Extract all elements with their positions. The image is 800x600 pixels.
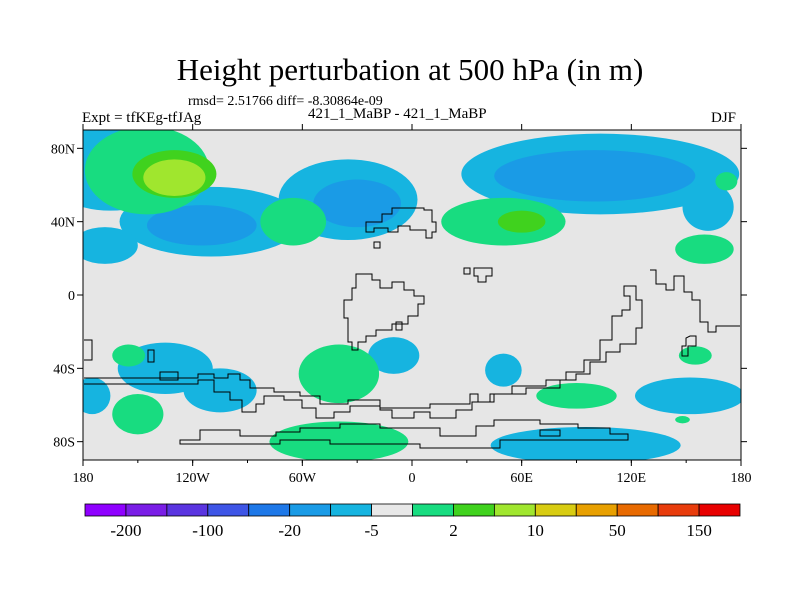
colorbar-swatch	[207, 503, 250, 517]
colorbar-swatch	[166, 503, 209, 517]
coastlines	[84, 207, 740, 449]
colorbar-label: 10	[527, 521, 544, 540]
colorbar-swatch	[412, 503, 454, 517]
y-tick-label: 80N	[51, 142, 75, 157]
x-tick-label: 60W	[289, 471, 317, 486]
x-tick-label: 0	[409, 471, 416, 486]
colorbar-label: -200	[110, 521, 141, 540]
contour-region-0-7	[485, 353, 522, 387]
colorbar-swatch	[575, 503, 618, 517]
contour-region-2-8	[536, 383, 617, 409]
season-label: DJF	[711, 110, 737, 126]
colorbar-label: 2	[449, 521, 458, 540]
x-tick-label: 120E	[617, 471, 647, 486]
colorbar-swatch	[248, 503, 291, 517]
contour-region-0-10	[490, 427, 681, 460]
colorbar-label: 150	[686, 521, 712, 540]
colorbar-swatch	[371, 503, 413, 517]
contour-region-1-1	[313, 179, 402, 228]
colorbar-swatch	[534, 503, 577, 517]
y-tick-label: 80S	[53, 436, 75, 451]
contour-region-2-6	[112, 394, 164, 435]
contour-region-0-4	[682, 183, 734, 231]
map-axes: 180 120W 60W 0 60E 120E 180 80N 40N 0 40S 80S	[51, 124, 752, 486]
y-tick-label: 40N	[51, 216, 75, 231]
colorbar-swatch	[330, 503, 372, 517]
contour-region-1-2	[494, 150, 696, 202]
colorbar-label: -100	[192, 521, 223, 540]
colorbar-swatch	[616, 503, 659, 517]
x-tick-label: 60E	[510, 471, 533, 486]
colorbar-swatch	[125, 503, 168, 517]
contour-region-0-9	[183, 368, 257, 413]
colorbar-swatch	[453, 503, 495, 517]
experiment-label: Expt = tfKEg-tfJAg	[82, 110, 202, 126]
contour-region-2-7	[112, 344, 146, 367]
colorbar-swatch	[698, 503, 741, 517]
colorbar: -200 -100 -20 -5 2 10 50 150	[84, 503, 741, 540]
colorbar-swatch	[657, 503, 700, 517]
contour-region-0-5	[83, 227, 138, 264]
contour-fields	[83, 130, 741, 460]
contour-region-1-0	[146, 205, 257, 246]
contour-region-0-6	[368, 337, 420, 374]
contour-region-2-11	[675, 416, 690, 424]
contour-region-0-11	[635, 377, 741, 415]
contour-region-0-12	[83, 377, 111, 415]
contour-region-2-9	[678, 346, 712, 365]
x-tick-label: 180	[73, 471, 94, 486]
x-tick-label: 180	[731, 471, 752, 486]
colorbar-label: 50	[609, 521, 626, 540]
contour-region-2-4	[298, 344, 380, 404]
y-tick-label: 0	[68, 289, 75, 304]
contour-region-2-1	[260, 197, 327, 246]
chart-title: Height perturbation at 500 hPa (in m)	[176, 52, 644, 87]
x-tick-label: 120W	[176, 471, 211, 486]
contour-region-3-1	[497, 210, 546, 233]
colorbar-swatch	[493, 503, 536, 517]
stats-line: rmsd= 2.51766 diff= -8.30864e-09	[188, 94, 383, 109]
colorbar-swatch	[289, 503, 332, 517]
contour-region-2-3	[675, 234, 734, 264]
colorbar-label: -20	[278, 521, 301, 540]
colorbar-swatch	[84, 503, 127, 517]
y-tick-label: 40S	[53, 362, 75, 377]
colorbar-label: -5	[364, 521, 378, 540]
contour-region-2-10	[715, 172, 738, 191]
contour-region-4-0	[143, 159, 206, 197]
contour-region-2-5	[269, 421, 409, 460]
case-label: 421_1_MaBP - 421_1_MaBP	[308, 106, 487, 122]
